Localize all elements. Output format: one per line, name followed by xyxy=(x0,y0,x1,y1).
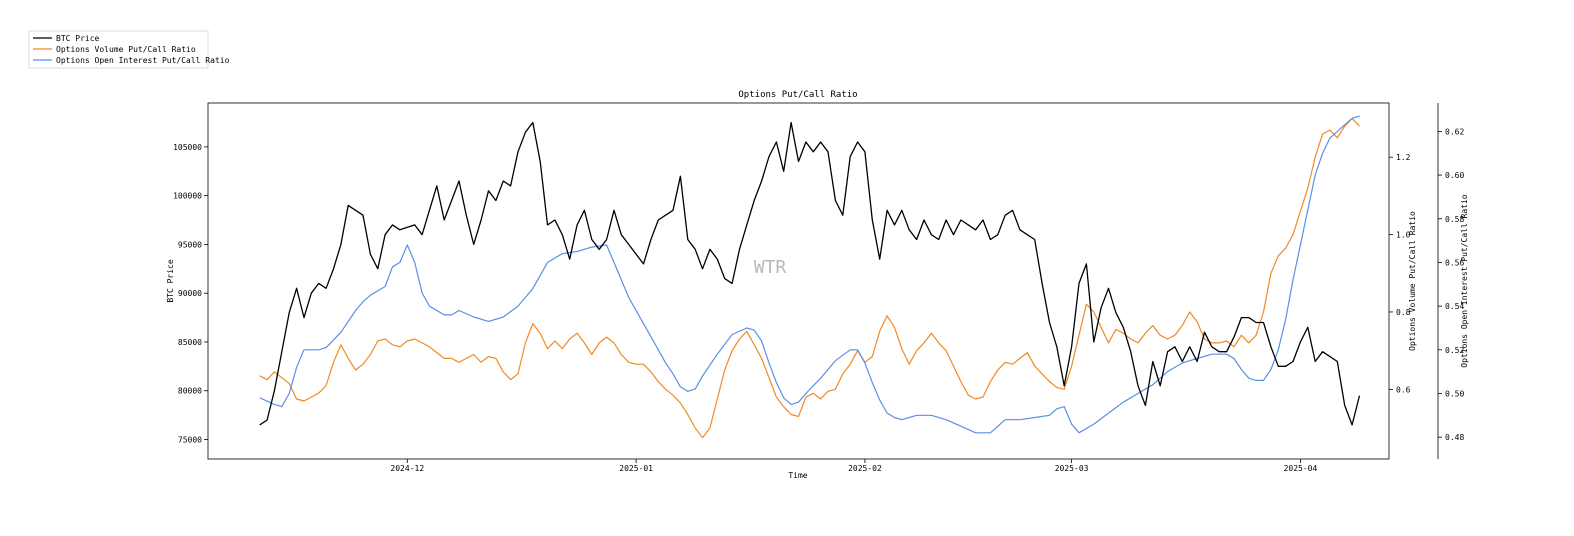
legend-label-btc-price: BTC Price xyxy=(56,34,100,43)
oi-axis-tick-label: 0.54 xyxy=(1445,302,1464,311)
series-line-volume-put-call-ratio xyxy=(259,117,1360,439)
volume-axis-title: Options Volume Put/Call Ratio xyxy=(1408,211,1417,351)
legend-label-volume-ratio: Options Volume Put/Call Ratio xyxy=(56,45,196,54)
watermark: WTR xyxy=(754,257,787,278)
left-tick-label: 85000 xyxy=(178,338,202,347)
oi-axis-title: Options Open Interest Put/Call Ratio xyxy=(1460,194,1469,368)
volume-axis-tick-label: 1.2 xyxy=(1396,153,1411,162)
left-tick-label: 80000 xyxy=(178,387,202,396)
left-tick-label: 90000 xyxy=(178,289,202,298)
volume-ratio-axis: 0.6 0.8 1.0 1.2 xyxy=(1389,153,1411,394)
x-tick-label: 2025-02 xyxy=(848,464,882,473)
oi-axis-tick-label: 0.48 xyxy=(1445,433,1464,442)
oi-axis-tick-label: 0.58 xyxy=(1445,215,1464,224)
plot-area xyxy=(207,102,1390,460)
oi-axis-tick-label: 0.52 xyxy=(1445,346,1464,355)
left-tick-label: 100000 xyxy=(173,192,202,201)
left-tick-label: 75000 xyxy=(178,435,202,444)
series-line-open-interest-put-call-ratio xyxy=(259,115,1360,434)
x-tick-label: 2025-03 xyxy=(1055,464,1089,473)
x-axis-title: Time xyxy=(788,471,807,480)
x-axis: 2024-12 2025-01 2025-02 2025-03 2025-04 xyxy=(390,459,1317,473)
chart-title: Options Put/Call Ratio xyxy=(738,90,857,100)
open-interest-ratio-axis: 0.48 0.50 0.52 0.54 0.56 0.58 0.60 0.62 xyxy=(1437,103,1464,459)
oi-axis-tick-label: 0.60 xyxy=(1445,171,1464,180)
volume-axis-tick-label: 1.0 xyxy=(1396,231,1411,240)
x-tick-label: 2024-12 xyxy=(390,464,424,473)
volume-axis-tick-label: 0.8 xyxy=(1396,308,1411,317)
volume-axis-tick-label: 0.6 xyxy=(1396,385,1411,394)
oi-axis-tick-label: 0.50 xyxy=(1445,389,1464,398)
x-tick-label: 2025-04 xyxy=(1284,464,1318,473)
series-line-btc-price xyxy=(259,121,1361,426)
legend: BTC Price Options Volume Put/Call Ratio … xyxy=(28,30,230,69)
left-axis-title: BTC Price xyxy=(166,259,175,303)
left-tick-label: 105000 xyxy=(173,143,202,152)
left-axis: 75000 80000 85000 90000 95000 100000 105000 xyxy=(173,143,208,444)
legend-label-oi-ratio: Options Open Interest Put/Call Ratio xyxy=(56,56,230,65)
series-layer xyxy=(259,115,1361,439)
left-tick-label: 95000 xyxy=(178,240,202,249)
oi-axis-tick-label: 0.62 xyxy=(1445,127,1464,136)
x-tick-label: 2025-01 xyxy=(619,464,653,473)
oi-axis-tick-label: 0.56 xyxy=(1445,258,1464,267)
